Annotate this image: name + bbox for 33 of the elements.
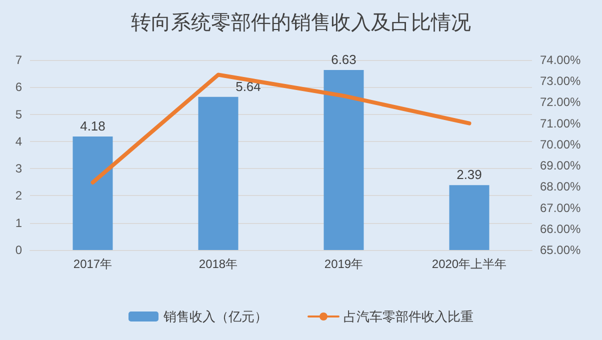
x-tick-label: 2020年上半年 — [432, 257, 507, 271]
y-tick-label: 5 — [15, 107, 22, 122]
y2-tick-label: 73.00% — [540, 74, 582, 88]
x-tick-label: 2017年 — [73, 257, 112, 271]
y2-tick-label: 70.00% — [540, 137, 582, 152]
x-tick-label: 2018年 — [198, 257, 238, 271]
y-tick-label: 4 — [15, 134, 22, 148]
bar — [72, 136, 113, 250]
y2-tick-label: 66.00% — [540, 222, 582, 236]
y2-tick-label: 71.00% — [540, 116, 582, 130]
y2-tick-label: 72.00% — [540, 95, 582, 110]
y2-tick-label: 69.00% — [540, 158, 582, 173]
y2-tick-label: 67.00% — [540, 200, 582, 215]
legend-label: 占汽车零部件收入比重 — [344, 309, 474, 324]
y-tick-label: 3 — [15, 162, 22, 176]
y-tick-label: 7 — [15, 53, 22, 67]
data-label: 4.18 — [80, 118, 106, 134]
y-tick-label: 1 — [15, 216, 22, 230]
data-label: 2.39 — [456, 167, 482, 182]
x-tick-label: 2019年 — [324, 257, 364, 271]
y-tick-label: 6 — [15, 80, 22, 94]
bar — [324, 70, 364, 250]
chart-title: 转向系统零部件的销售收入及占比情况 — [131, 12, 471, 34]
data-label: 6.63 — [331, 52, 356, 68]
y2-tick-label: 65.00% — [540, 243, 582, 257]
data-label: 5.64 — [236, 78, 261, 94]
y2-tick-label: 68.00% — [540, 180, 582, 194]
y2-tick-label: 74.00% — [540, 53, 582, 67]
legend-label: 销售收入（亿元） — [162, 309, 268, 324]
bar — [449, 185, 490, 250]
y-tick-label: 2 — [15, 188, 22, 203]
y-tick-label: 0 — [15, 243, 22, 257]
bar — [198, 96, 238, 250]
